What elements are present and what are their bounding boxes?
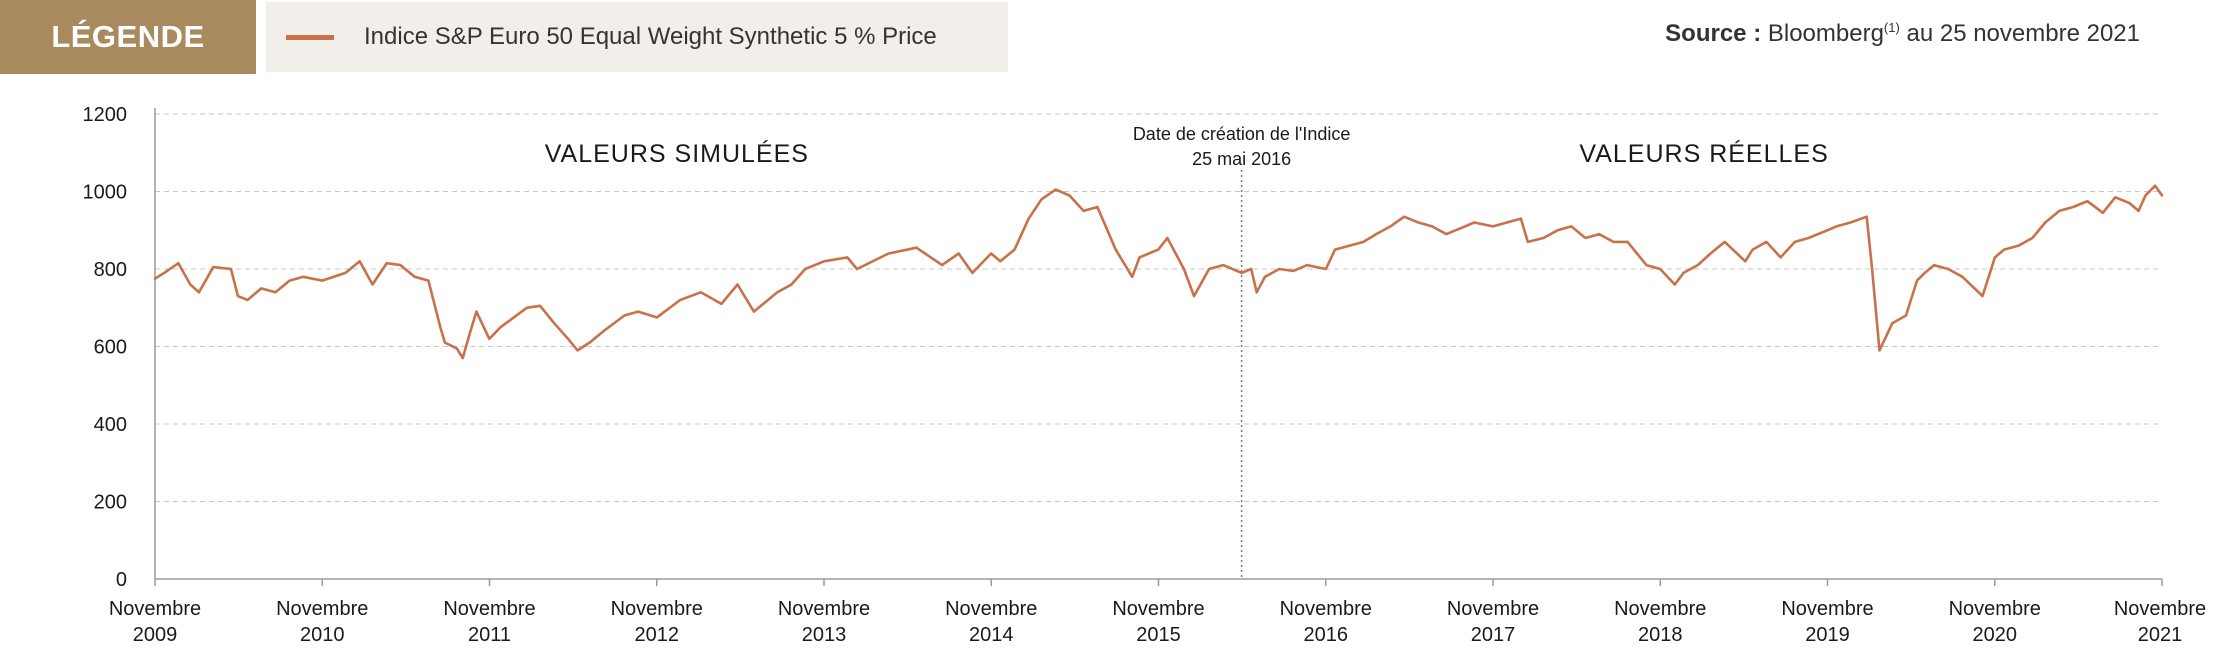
x-tick-label-year: 2016	[1304, 624, 1349, 646]
x-tick-label-month: Novembre	[1614, 598, 1706, 620]
y-tick-label: 400	[94, 414, 127, 436]
x-tick-label-year: 2013	[802, 624, 847, 646]
source-label: Source :	[1665, 20, 1762, 47]
x-tick-label-month: Novembre	[109, 598, 201, 620]
x-tick-label-year: 2011	[468, 624, 511, 646]
y-tick-label: 800	[94, 259, 127, 281]
x-tick-label-month: Novembre	[1280, 598, 1372, 620]
x-tick-label-year: 2021	[2138, 624, 2183, 646]
x-tick-label-year: 2014	[969, 624, 1014, 646]
x-tick-label-month: Novembre	[1781, 598, 1873, 620]
annotation-line-2: 25 mai 2016	[1192, 149, 1291, 169]
region-label-real: VALEURS RÉELLES	[1579, 139, 1828, 168]
source-note: Source : Bloomberg(1) au 25 novembre 202…	[1665, 20, 2140, 48]
y-tick-label: 1200	[83, 104, 128, 126]
x-tick-label-year: 2010	[300, 624, 345, 646]
x-tick-label-month: Novembre	[443, 598, 535, 620]
x-tick-label-year: 2012	[635, 624, 680, 646]
x-tick-label-year: 2018	[1638, 624, 1683, 646]
x-tick-label-month: Novembre	[945, 598, 1037, 620]
x-tick-label-month: Novembre	[1949, 598, 2041, 620]
region-label-simulated: VALEURS SIMULÉES	[545, 139, 809, 168]
y-tick-label: 600	[94, 337, 127, 359]
x-tick-label-month: Novembre	[611, 598, 703, 620]
x-tick-label-year: 2017	[1471, 624, 1516, 646]
x-tick-label-month: Novembre	[1112, 598, 1204, 620]
x-tick-label-year: 2009	[133, 624, 178, 646]
legend-tag: LÉGENDE	[0, 0, 256, 74]
source-footnote: (1)	[1883, 20, 1900, 35]
x-tick-label-month: Novembre	[778, 598, 870, 620]
x-tick-label-month: Novembre	[2114, 598, 2206, 620]
x-tick-label-year: 2020	[1973, 624, 2018, 646]
y-tick-label: 200	[94, 492, 127, 514]
legend-box: Indice S&P Euro 50 Equal Weight Syntheti…	[266, 2, 1008, 72]
annotation-line-1: Date de création de l'Indice	[1133, 124, 1351, 144]
y-tick-label: 0	[116, 569, 127, 591]
x-tick-label-month: Novembre	[276, 598, 368, 620]
source-text: Bloomberg	[1767, 20, 1884, 47]
x-tick-label-month: Novembre	[1447, 598, 1539, 620]
legend-series-label: Indice S&P Euro 50 Equal Weight Syntheti…	[364, 23, 937, 50]
y-tick-label: 1000	[83, 182, 128, 204]
source-date: au 25 novembre 2021	[1906, 20, 2140, 47]
legend-swatch	[286, 34, 334, 40]
x-tick-label-year: 2015	[1136, 624, 1181, 646]
x-tick-label-year: 2019	[1805, 624, 1850, 646]
series-line	[153, 184, 2164, 360]
